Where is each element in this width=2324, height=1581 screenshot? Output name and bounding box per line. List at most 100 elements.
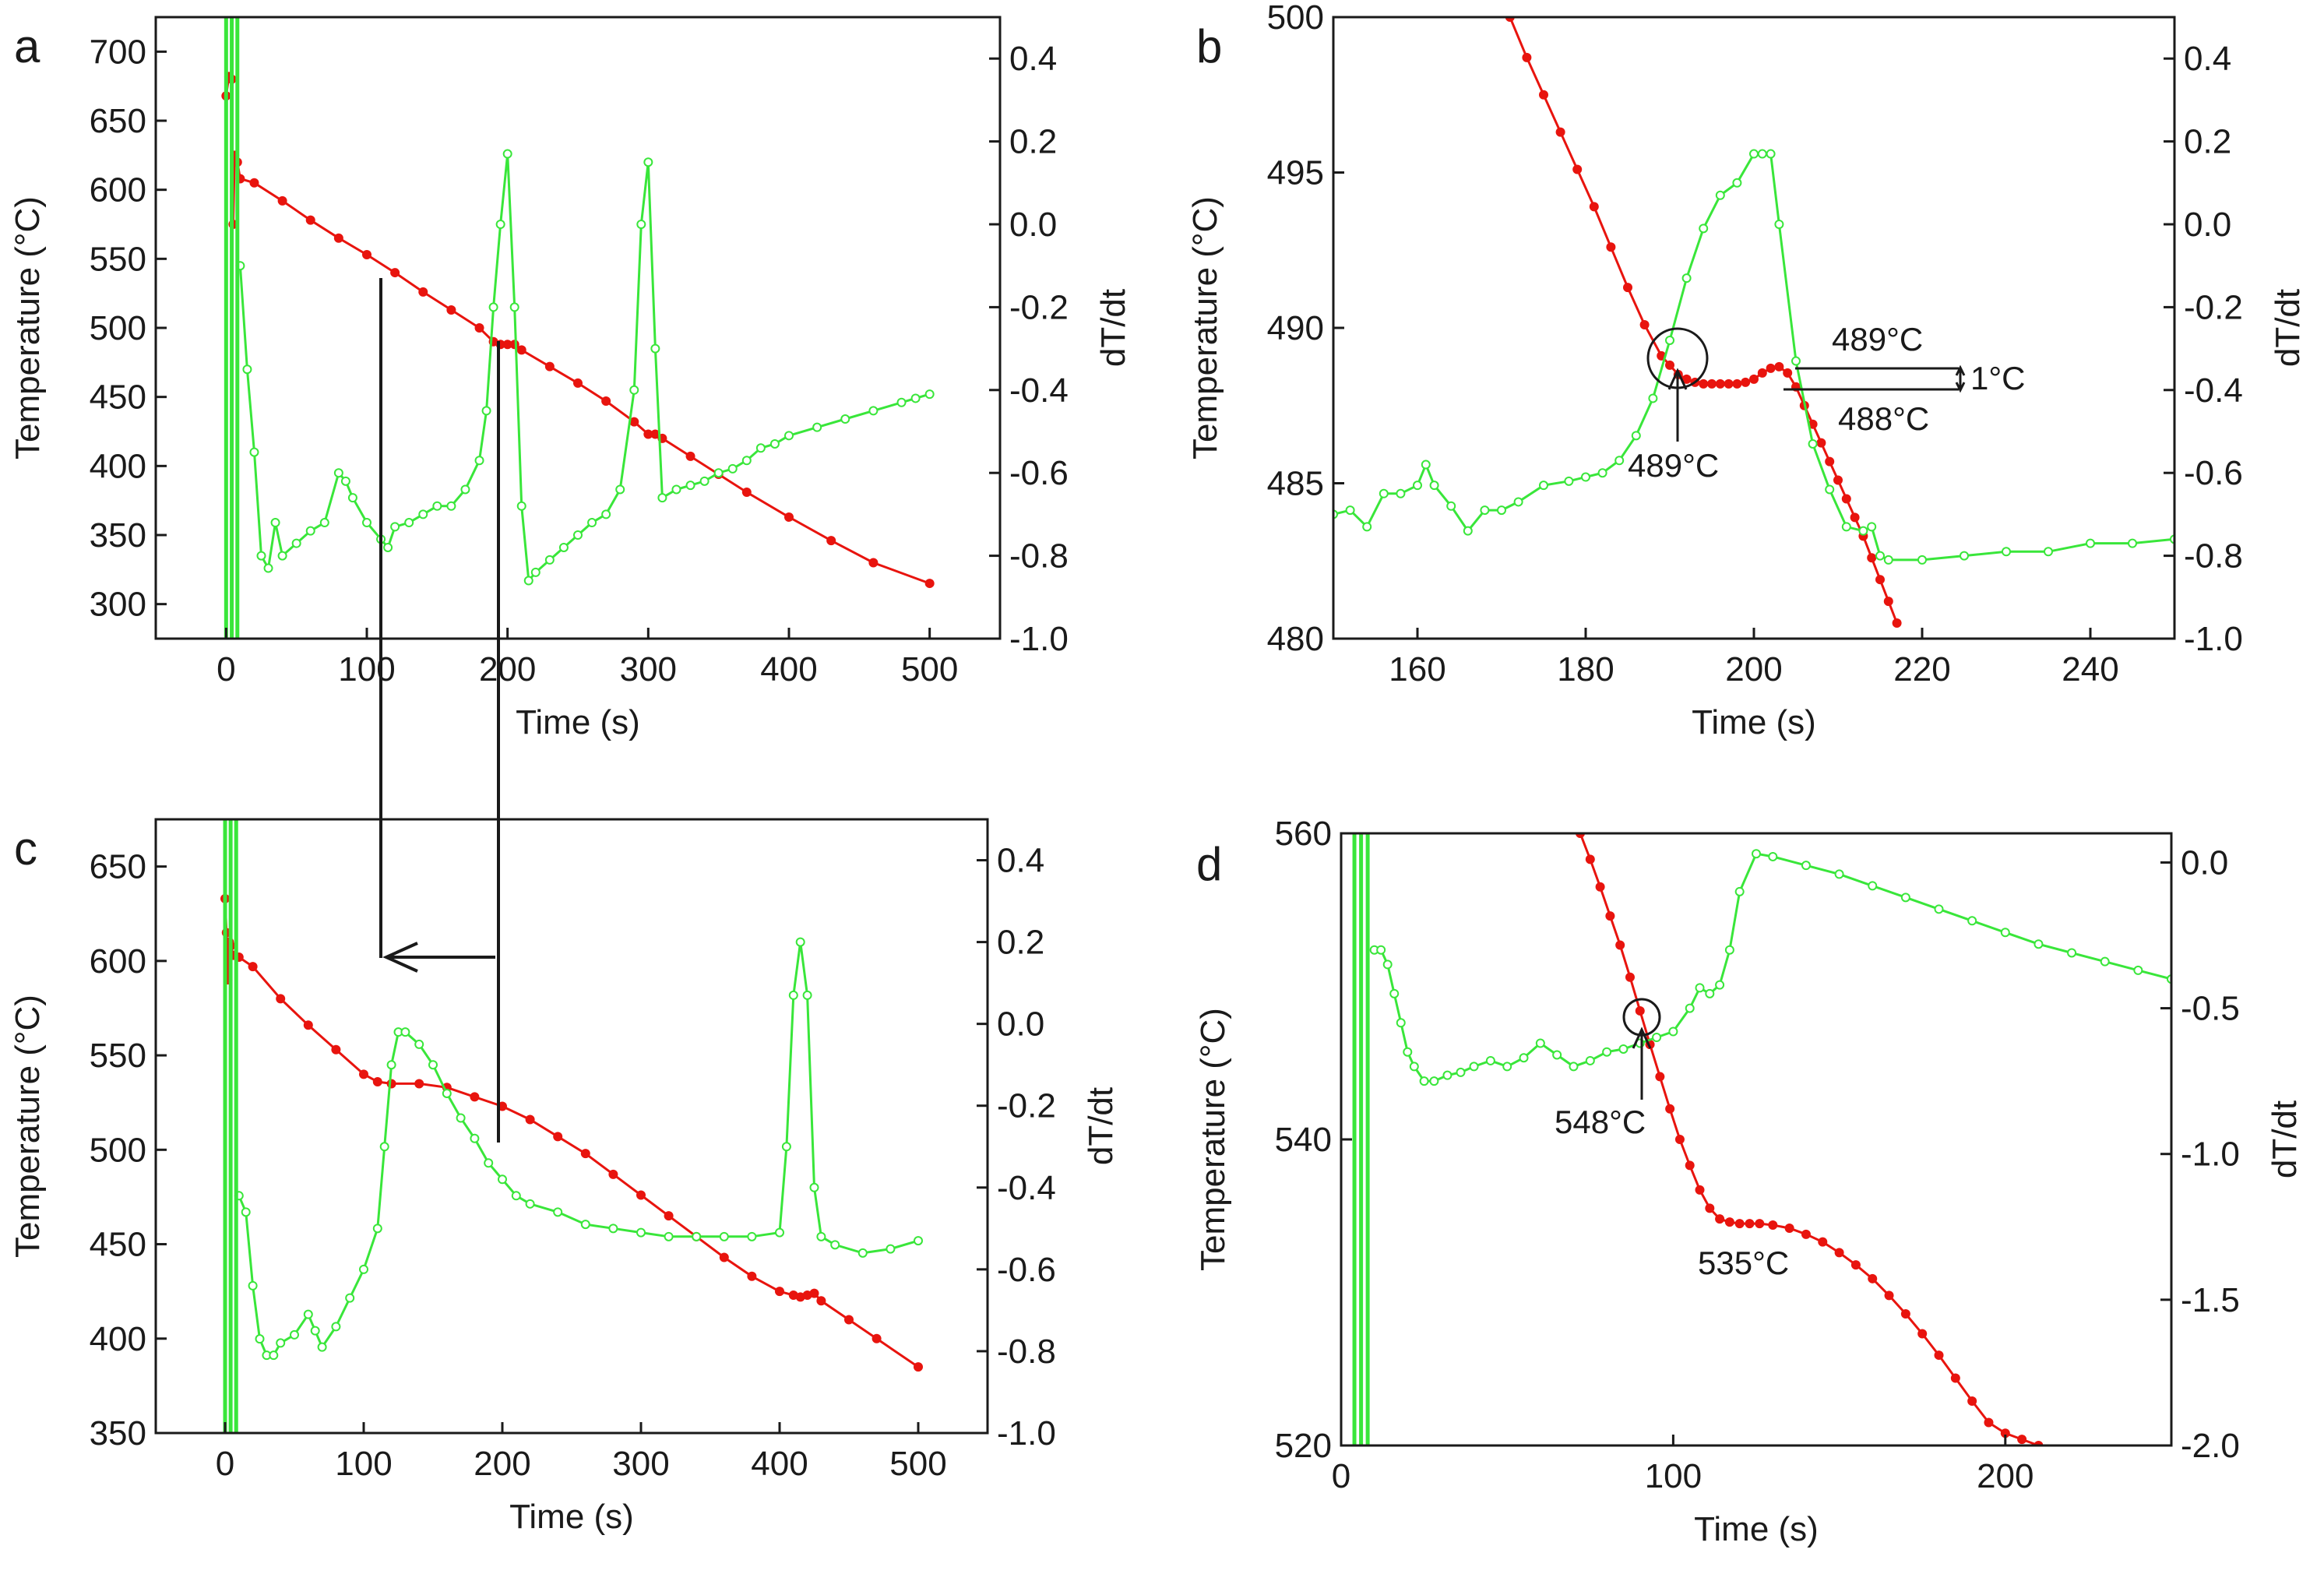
derivative-point <box>1960 551 1969 561</box>
y2-tick-label: -0.2 <box>2184 288 2243 326</box>
temperature-point <box>553 1132 563 1142</box>
derivative-point <box>525 1199 535 1209</box>
derivative-point <box>390 522 400 532</box>
temperature-point <box>775 1287 784 1297</box>
x-tick-label: 220 <box>1893 650 1950 688</box>
onset-arrow-d-head <box>1632 1026 1652 1049</box>
temperature-point <box>446 305 456 315</box>
y-tick-label: 485 <box>1267 465 1324 503</box>
y2-axis-label: dT/dt <box>1082 1087 1120 1165</box>
plot-frame <box>154 818 989 1435</box>
panel-label-c: c <box>14 822 37 875</box>
derivative-point <box>511 1191 521 1201</box>
derivative-point <box>615 484 625 495</box>
temperature-point <box>1801 1229 1811 1239</box>
derivative-point <box>1389 988 1400 998</box>
temperature-point <box>1625 972 1635 982</box>
derivative-point <box>573 530 583 540</box>
derivative-point <box>1668 1026 1678 1037</box>
temperature-point <box>1749 374 1759 384</box>
derivative-point <box>1569 1062 1579 1072</box>
y-tick-label: 650 <box>90 102 146 140</box>
temperature-point <box>1766 363 1776 373</box>
derivative-point <box>1597 468 1607 478</box>
y-tick-label: 400 <box>90 1320 146 1358</box>
derivative-point <box>692 1231 702 1241</box>
temperature-point <box>1984 1417 1994 1428</box>
temperature-point <box>414 1079 424 1089</box>
temperature-point <box>1585 854 1595 864</box>
derivative-point <box>1868 881 1878 891</box>
y-tick-label: 450 <box>90 379 146 417</box>
derivative-point <box>1429 1076 1439 1086</box>
derivative-line <box>1333 153 2174 562</box>
derivative-point <box>1463 526 1473 536</box>
derivative-point <box>788 990 798 1000</box>
temperature-point <box>1665 1104 1675 1114</box>
y2-tick-label: 0.2 <box>1009 123 1057 161</box>
derivative-point <box>498 1174 507 1185</box>
derivative-point <box>1409 1062 1419 1072</box>
y2-tick-label: 0.0 <box>997 1005 1044 1044</box>
temperature-point <box>1639 320 1650 330</box>
plot-area <box>221 17 935 639</box>
x-tick-label: 200 <box>474 1445 530 1483</box>
y2-tick-label: -0.8 <box>997 1333 1056 1371</box>
derivative-point <box>347 493 357 503</box>
derivative-point <box>418 509 428 519</box>
derivative-point <box>1442 1070 1452 1080</box>
temperature-point <box>1884 1291 1894 1301</box>
derivative-point <box>1967 916 1977 926</box>
temperature-point <box>1705 1203 1715 1213</box>
temperature-point <box>1850 1260 1861 1270</box>
derivative-point <box>495 220 505 229</box>
x-axis-label: Time (s) <box>1692 703 1816 741</box>
chart-panel-d: 0 100 200 520 540 560 -2.0 -1.5 -1.0 -0.5 0.0 Time … <box>1194 815 2304 1548</box>
derivative-point <box>340 476 350 486</box>
temperature-point <box>1539 90 1548 100</box>
temperature-point <box>1724 1217 1734 1227</box>
derivative-point <box>1724 945 1734 955</box>
derivative-point <box>769 438 780 449</box>
y2-tick-label: -0.4 <box>2184 371 2243 410</box>
x-tick-label: 100 <box>338 650 395 688</box>
x-tick-label: 200 <box>479 650 536 688</box>
temperature-line <box>1579 833 2039 1445</box>
derivative-point <box>1513 497 1523 507</box>
derivative-point <box>256 551 266 561</box>
derivative-point <box>1695 983 1705 993</box>
derivative-point <box>1552 1050 1562 1060</box>
plot-frame <box>1340 832 2173 1447</box>
temperature-point <box>1967 1396 1977 1407</box>
derivative-point <box>404 518 414 528</box>
temperature-point <box>1665 360 1674 370</box>
temperature-point <box>872 1333 882 1343</box>
temperature-point <box>868 558 879 568</box>
derivative-point <box>1564 476 1574 486</box>
annotation-489-peak: 489°C <box>1832 321 1923 357</box>
temperature-point <box>629 417 639 427</box>
derivative-point <box>1917 555 1927 565</box>
temperature-point <box>1522 52 1532 62</box>
derivative-point <box>2034 939 2044 949</box>
derivative-point <box>1648 393 1658 403</box>
derivative-point <box>1705 988 1715 998</box>
derivative-point <box>727 463 738 474</box>
derivative-point <box>1752 849 1761 859</box>
delta-head-bottom <box>1955 382 1966 393</box>
temperature-point <box>1695 1185 1705 1195</box>
chart-panel-a: 0 100 200 300 400 500 300 350 400 450 500 550 600 650… <box>9 16 1132 741</box>
temperature-point <box>1595 882 1605 892</box>
derivative-point <box>1379 488 1389 498</box>
temperature-point <box>1850 512 1860 523</box>
derivative-line <box>238 153 931 584</box>
y2-axis-label: dT/dt <box>2266 1100 2304 1178</box>
annotation-1c: 1°C <box>1970 360 2026 396</box>
derivative-point <box>432 501 442 511</box>
panel-d-annotations <box>1622 998 1661 1100</box>
derivative-point <box>277 551 287 561</box>
temperature-point <box>643 429 653 439</box>
temperature-point <box>1867 553 1877 563</box>
derivative-point <box>636 1227 646 1238</box>
